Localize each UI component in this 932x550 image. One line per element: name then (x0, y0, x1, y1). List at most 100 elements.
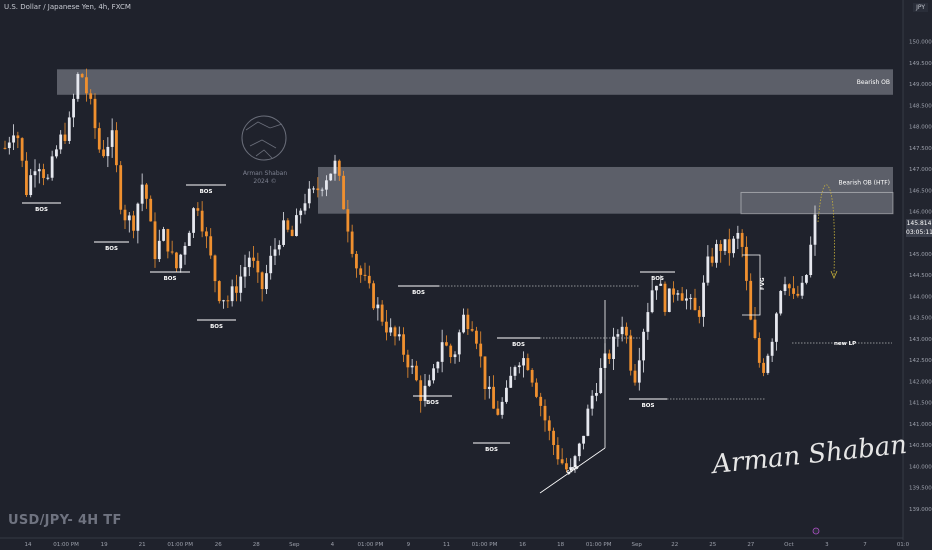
candle-body[interactable] (423, 385, 427, 401)
candle-body[interactable] (333, 160, 337, 174)
candle-body[interactable] (235, 286, 238, 293)
candle-body[interactable] (119, 165, 123, 210)
candle-body[interactable] (535, 382, 538, 397)
candle-body[interactable] (273, 249, 277, 256)
candle-body[interactable] (543, 405, 547, 421)
candle-body[interactable] (470, 329, 474, 331)
candle-body[interactable] (389, 327, 393, 333)
candle-body[interactable] (595, 392, 598, 396)
candle-body[interactable] (132, 215, 135, 231)
candle-body[interactable] (697, 310, 701, 317)
candle-body[interactable] (723, 239, 727, 251)
event-marker-icon[interactable] (812, 527, 820, 535)
candle-body[interactable] (325, 180, 328, 190)
candle-body[interactable] (560, 459, 564, 464)
candle-body[interactable] (616, 334, 620, 337)
candle-body[interactable] (7, 142, 11, 149)
candle-body[interactable] (25, 160, 28, 196)
candle-body[interactable] (736, 232, 740, 239)
candle-body[interactable] (449, 345, 453, 358)
candle-body[interactable] (376, 304, 380, 309)
candle-body[interactable] (445, 342, 448, 346)
candle-body[interactable] (599, 367, 603, 393)
candle-body[interactable] (290, 229, 294, 237)
candle-body[interactable] (230, 286, 234, 302)
candle-body[interactable] (586, 408, 590, 436)
candle-body[interactable] (629, 335, 633, 371)
candle-body[interactable] (183, 245, 187, 255)
candle-body[interactable] (766, 355, 770, 373)
candle-body[interactable] (659, 283, 663, 286)
candle-body[interactable] (247, 257, 251, 268)
candle-body[interactable] (55, 149, 58, 157)
candle-body[interactable] (590, 395, 594, 409)
candle-body[interactable] (676, 293, 680, 295)
currency-badge[interactable]: JPY (913, 3, 928, 12)
candle-body[interactable] (162, 229, 165, 241)
candle-body[interactable] (556, 445, 560, 460)
candle-body[interactable] (749, 280, 753, 320)
candle-body[interactable] (85, 77, 88, 94)
candle-body[interactable] (329, 173, 333, 181)
candle-body[interactable] (200, 210, 204, 232)
candle-body[interactable] (625, 326, 628, 336)
candle-body[interactable] (796, 293, 800, 296)
candle-body[interactable] (123, 209, 127, 221)
candle-body[interactable] (12, 135, 15, 143)
candle-body[interactable] (633, 370, 637, 383)
candle-body[interactable] (565, 463, 568, 470)
candle-body[interactable] (612, 336, 615, 360)
candle-body[interactable] (693, 297, 697, 311)
candle-body[interactable] (547, 420, 551, 431)
candle-body[interactable] (97, 128, 101, 150)
candle-body[interactable] (526, 358, 530, 370)
candle-body[interactable] (745, 246, 748, 281)
candle-body[interactable] (80, 74, 84, 78)
candle-body[interactable] (637, 360, 641, 383)
candle-body[interactable] (513, 367, 517, 376)
candle-body[interactable] (303, 203, 307, 211)
candle-body[interactable] (492, 386, 495, 409)
candle-body[interactable] (89, 93, 93, 99)
candle-body[interactable] (740, 232, 744, 247)
candle-body[interactable] (76, 74, 80, 99)
candle-body[interactable] (415, 365, 418, 381)
candle-body[interactable] (355, 253, 358, 269)
candle-body[interactable] (436, 361, 440, 369)
candle-body[interactable] (800, 282, 804, 296)
candle-body[interactable] (239, 276, 243, 293)
candle-body[interactable] (3, 147, 7, 149)
candle-body[interactable] (775, 313, 778, 342)
candle-body[interactable] (179, 254, 183, 269)
candle-body[interactable] (483, 356, 487, 390)
candle-body[interactable] (46, 177, 50, 179)
candle-body[interactable] (145, 184, 148, 199)
candle-body[interactable] (115, 130, 118, 166)
candle-body[interactable] (277, 244, 281, 250)
candle-body[interactable] (342, 175, 345, 210)
candle-body[interactable] (672, 288, 675, 295)
candle-body[interactable] (29, 175, 33, 196)
candle-body[interactable] (715, 244, 718, 263)
candle-body[interactable] (509, 375, 513, 388)
candle-body[interactable] (487, 386, 491, 390)
candle-body[interactable] (299, 210, 303, 216)
candle-body[interactable] (16, 135, 20, 139)
candle-body[interactable] (385, 321, 388, 333)
candle-body[interactable] (607, 353, 611, 360)
candle-body[interactable] (517, 365, 521, 368)
candle-body[interactable] (650, 290, 654, 313)
candle-body[interactable] (642, 331, 645, 361)
candle-body[interactable] (312, 188, 315, 190)
candle-body[interactable] (702, 282, 705, 317)
candle-body[interactable] (620, 326, 624, 335)
candle-body[interactable] (522, 358, 525, 366)
candle-body[interactable] (42, 169, 45, 179)
candle-body[interactable] (663, 283, 667, 312)
candle-body[interactable] (346, 209, 350, 232)
candle-body[interactable] (372, 283, 375, 309)
candle-body[interactable] (286, 220, 290, 230)
candle-body[interactable] (577, 443, 581, 457)
candle-body[interactable] (732, 238, 735, 254)
